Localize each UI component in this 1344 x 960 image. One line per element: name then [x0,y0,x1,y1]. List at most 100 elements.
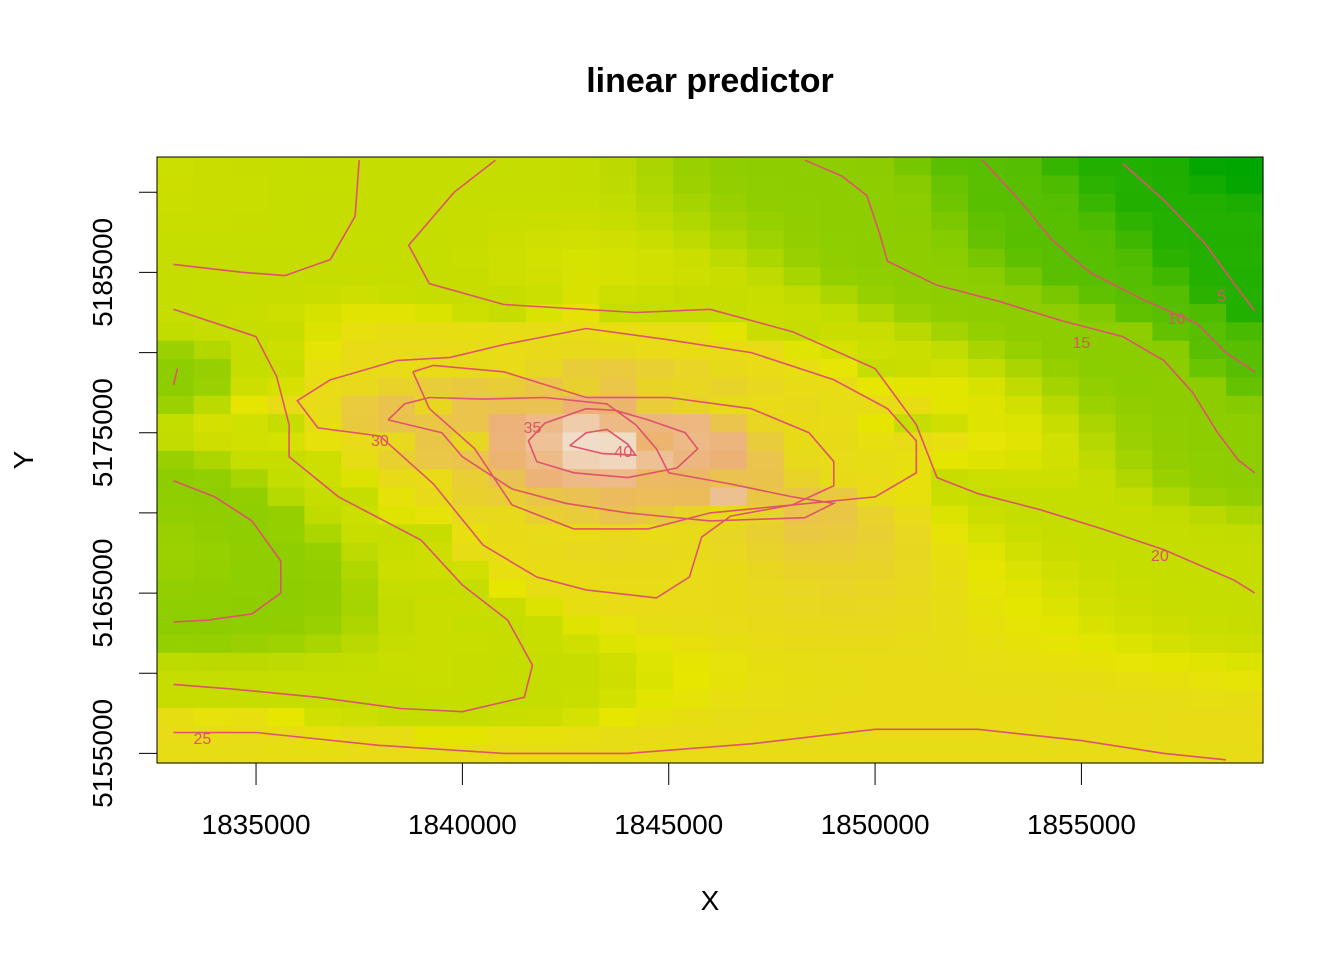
heatmap-cell [1115,432,1153,452]
heatmap-cell [599,561,637,580]
heatmap-cell [562,671,600,691]
heatmap-cell [636,175,674,195]
heatmap-cell [1226,267,1264,287]
heatmap-cell [968,689,1006,709]
heatmap-cell [157,230,195,250]
heatmap-cell [525,469,564,489]
contour-line-35 [527,407,699,479]
heatmap-cell [1189,505,1227,525]
heatmap-cell [1189,634,1227,654]
heatmap-cell [562,230,600,250]
heatmap-cell [820,469,859,489]
heatmap-cell [525,707,564,727]
heatmap-cell [1226,579,1264,599]
heatmap-cell [894,359,932,378]
heatmap-cell [451,726,490,746]
heatmap-cell [1152,377,1190,397]
heatmap-cell [783,322,822,342]
heatmap-cell [746,450,785,470]
heatmap-cell [894,157,932,176]
heatmap-cell [1078,157,1117,176]
heatmap-cell [562,267,600,287]
heatmap-cell [710,248,748,268]
heatmap-cell [746,744,785,764]
heatmap-cell [1004,634,1043,654]
heatmap-cell [488,432,527,452]
heatmap-cell [931,744,969,764]
heatmap-cell [157,157,195,176]
heatmap-cell [1041,230,1080,250]
heatmap-cell [267,157,306,176]
heatmap-cell [525,303,564,323]
heatmap-cell [1152,671,1190,691]
heatmap-cell [193,285,232,305]
heatmap-cell [378,524,416,544]
heatmap-cell [636,726,674,746]
heatmap-cell [267,671,306,691]
heatmap-cell [451,689,490,709]
heatmap-cell [1226,652,1264,672]
heatmap-cell [820,395,859,415]
heatmap-cell [193,157,232,176]
heatmap-cell [673,359,711,378]
heatmap-cell [193,248,232,268]
heatmap-cell [451,193,490,213]
heatmap-cell [857,597,895,617]
heatmap-cell [673,542,711,562]
heatmap-cell [968,652,1006,672]
heatmap-cell [1189,395,1227,415]
heatmap-cell [1226,524,1264,544]
heatmap-cell [1152,689,1190,709]
heatmap-cell [1041,322,1080,342]
heatmap-cell [1226,230,1264,250]
heatmap-cell [636,707,674,727]
heatmap-cell [488,414,527,434]
heatmap-cell [931,561,969,580]
heatmap-cell [1004,671,1043,691]
heatmap-cell [267,414,306,434]
heatmap-cell [451,505,490,525]
heatmap-cell [1078,726,1117,746]
heatmap-cell [157,212,195,232]
heatmap-cell [673,634,711,654]
heatmap-cell [1152,726,1190,746]
contour-line-20 [407,159,1256,594]
heatmap-cell [267,524,306,544]
heatmap-cell [894,377,932,397]
heatmap-cell [488,652,527,672]
heatmap-cell [157,377,195,397]
heatmap-cell [931,359,969,378]
heatmap-cell [931,671,969,691]
heatmap-cell [488,579,527,599]
heatmap-cell [820,359,859,378]
heatmap-cell [525,616,564,636]
heatmap-cell [157,487,195,507]
heatmap-cell [1041,707,1080,727]
heatmap-cell [267,744,306,764]
heatmap-cell [710,505,748,525]
heatmap-cell [1115,267,1153,287]
heatmap-cell [1152,634,1190,654]
heatmap-cell [378,303,416,323]
heatmap-cell [820,561,859,580]
heatmap-cell [1078,487,1117,507]
heatmap-cell [857,359,895,378]
heatmap-cell [488,561,527,580]
heatmap-cell [599,212,637,232]
heatmap-cell [931,157,969,176]
heatmap-cell [1041,744,1080,764]
heatmap-cell [968,505,1006,525]
heatmap-cell [267,652,306,672]
heatmap-cell [710,597,748,617]
heatmap-cell [193,652,232,672]
heatmap-cell [857,505,895,525]
heatmap-cell [599,597,637,617]
heatmap-cell [1115,469,1153,489]
heatmap-cell [525,267,564,287]
heatmap-cell [341,597,379,617]
heatmap-cell [230,303,269,323]
heatmap-cell [673,707,711,727]
heatmap-cell [267,322,306,342]
heatmap-cell [304,432,342,452]
heatmap-cell [1152,322,1190,342]
